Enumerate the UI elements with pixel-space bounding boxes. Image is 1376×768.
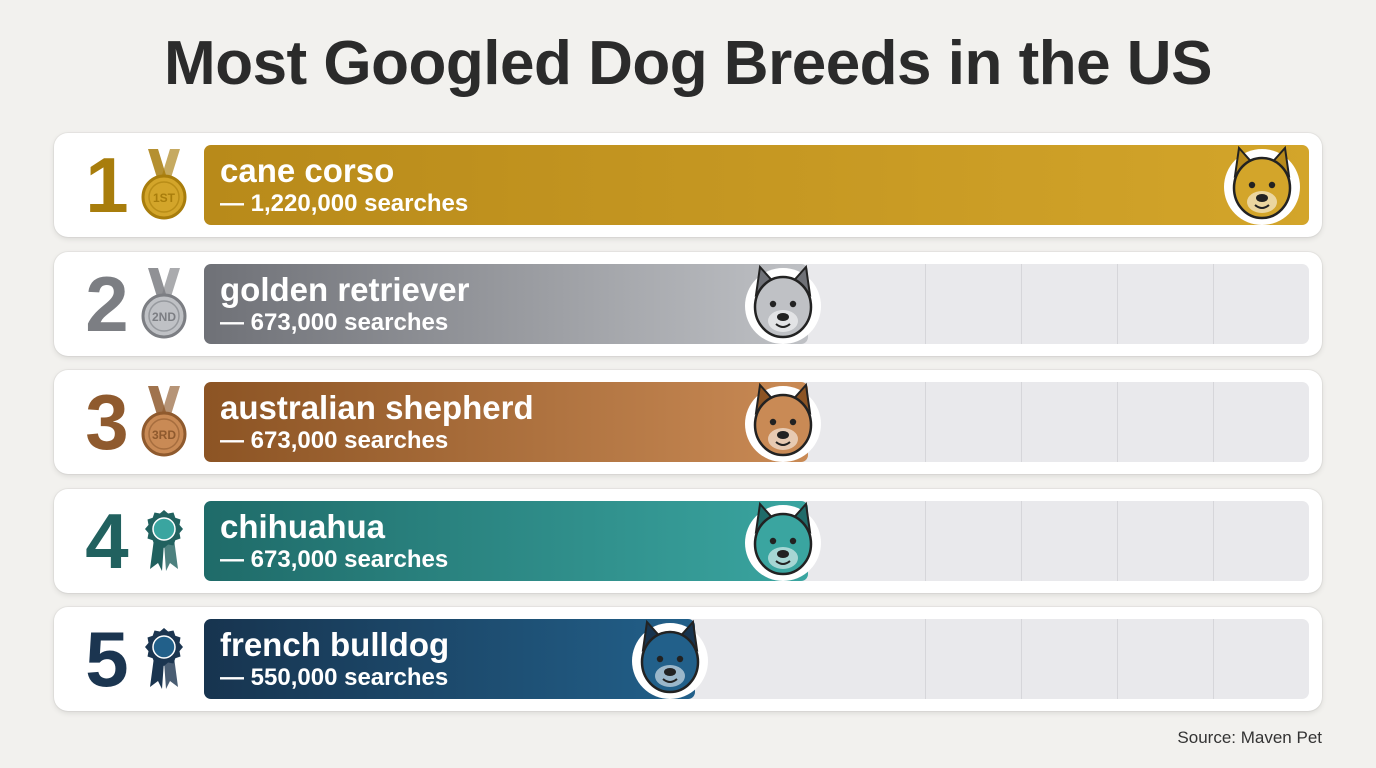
breed-row: 5 french bulldog — 550,000 searches (54, 607, 1322, 711)
gridline (925, 500, 926, 581)
breed-label: french bulldog (220, 626, 450, 663)
page-title: Most Googled Dog Breeds in the US (164, 29, 1212, 98)
teal-ribbon-icon (134, 503, 194, 581)
gridline (1021, 263, 1022, 344)
australian-shepherd-icon (738, 377, 828, 467)
bar: french bulldog — 550,000 searches (204, 619, 695, 699)
rank-number: 4 (85, 496, 129, 585)
gridline (1117, 619, 1118, 699)
breed-label: chihuahua (220, 507, 386, 545)
gridline (1213, 619, 1214, 699)
searches-label: — 1,220,000 searches (220, 190, 469, 217)
bar: chihuahua — 673,000 searches (204, 500, 808, 581)
gridline (1213, 263, 1214, 344)
gridline (925, 382, 926, 462)
blue-ribbon-icon (134, 621, 194, 699)
golden-retriever-icon (738, 259, 828, 349)
bronze-medal-icon: 3RD (134, 384, 194, 462)
bar: cane corso — 1,220,000 searches (204, 145, 1309, 225)
silver-medal-icon: 2ND (134, 266, 194, 344)
cane-corso-icon (1217, 140, 1307, 230)
medal-label: 1ST (153, 191, 176, 205)
breed-row: 1 1ST cane corso — 1,220,000 searches (54, 133, 1322, 237)
breed-bar-chart: 1 1ST cane corso — 1,220,000 searches 2 2ND go… (54, 133, 1322, 726)
breed-label: australian shepherd (220, 389, 534, 426)
gridline (1213, 500, 1214, 581)
gridline (1117, 263, 1118, 344)
gridline (1213, 382, 1214, 462)
rank-number: 1 (85, 141, 129, 229)
gridline (1021, 382, 1022, 462)
gridline (1117, 500, 1118, 581)
breed-row: 2 2ND golden retriever — 673,000 searches (54, 251, 1322, 356)
gridline (925, 619, 926, 699)
gold-medal-icon: 1ST (134, 147, 194, 225)
breed-label: cane corso (220, 152, 395, 189)
breed-row: 4 chihuahua — 673,000 searches (54, 488, 1322, 593)
chihuahua-icon (738, 496, 828, 586)
searches-label: — 673,000 searches (220, 308, 449, 336)
rank-number: 2 (85, 259, 129, 348)
searches-label: — 673,000 searches (220, 427, 449, 454)
medal-label: 3RD (152, 428, 176, 442)
rank-number: 3 (85, 378, 129, 466)
bar: australian shepherd — 673,000 searches (204, 382, 808, 462)
gridline (1021, 619, 1022, 699)
french-bulldog-icon (625, 614, 715, 704)
searches-label: — 550,000 searches (220, 664, 449, 691)
breed-row: 3 3RD australian shepherd — 673,000 searche… (54, 370, 1322, 474)
gridline (1021, 500, 1022, 581)
breed-label: golden retriever (220, 270, 470, 308)
rank-number: 5 (85, 615, 129, 703)
searches-label: — 673,000 searches (220, 545, 449, 573)
medal-label: 2ND (152, 310, 176, 324)
gridline (925, 263, 926, 344)
source-note: Source: Maven Pet (1177, 728, 1322, 747)
bar: golden retriever — 673,000 searches (204, 263, 808, 344)
gridline (1117, 382, 1118, 462)
